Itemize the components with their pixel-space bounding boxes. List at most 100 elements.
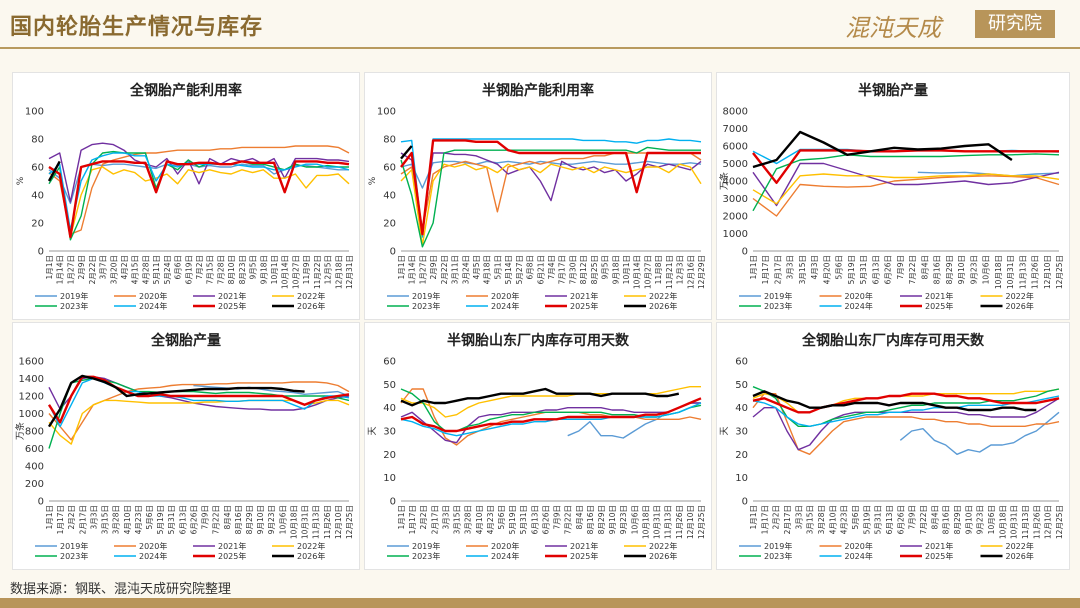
- legend-label: 2026年: [649, 551, 677, 561]
- legend-label: 2026年: [649, 301, 677, 311]
- x-tick-label: 3月28日: [464, 505, 473, 534]
- x-tick-label: 7月15日: [206, 255, 215, 284]
- x-tick-label: 6月13日: [885, 505, 894, 534]
- x-tick-label: 2月17日: [783, 505, 792, 534]
- legend-label: 2024年: [139, 551, 167, 561]
- x-tick-label: 10月14日: [633, 255, 642, 289]
- y-axis-label: 万条: [14, 422, 26, 440]
- series-line-2024: [48, 152, 350, 231]
- y-axis-label: 天: [368, 426, 378, 435]
- x-tick-label: 6月13日: [871, 255, 880, 284]
- x-tick-label: 11月22日: [313, 255, 322, 289]
- x-tick-label: 7月22日: [564, 505, 573, 534]
- y-tick-label: 80: [383, 135, 396, 146]
- x-tick-label: 10月31日: [1006, 255, 1015, 289]
- y-tick-label: 1000: [19, 409, 44, 420]
- x-tick-label: 6月19日: [184, 255, 193, 284]
- series-line-2026: [47, 374, 305, 428]
- x-tick-label: 4月10日: [123, 505, 132, 534]
- y-tick-label: 10: [735, 473, 748, 484]
- legend-label: 2023年: [764, 551, 792, 561]
- chart-svg-3: 全钢胎产量 0 200 400 600 800 1000 1200 1400 1600 万条 1月1日…: [14, 332, 354, 561]
- x-tick-label: 3月15日: [798, 255, 807, 284]
- x-tick-label: 8月29日: [597, 505, 606, 534]
- x-tick-label: 6月21日: [536, 255, 545, 284]
- chart-title: 全钢胎产量: [150, 332, 221, 349]
- legend-label: 2025年: [218, 551, 246, 561]
- legend-label: 2026年: [297, 551, 325, 561]
- y-tick-label: 20: [735, 450, 748, 461]
- x-tick-label: 9月10日: [964, 505, 973, 534]
- x-tick-label: 5月31日: [874, 505, 883, 534]
- legend-label: 2024年: [845, 551, 873, 561]
- x-tick-label: 8月25日: [590, 255, 599, 284]
- x-tick-label: 4月23日: [486, 505, 495, 534]
- legend-label: 2020年: [845, 291, 873, 301]
- x-tick-label: 5月31日: [859, 255, 868, 284]
- x-tick-label: 6月26日: [189, 505, 198, 534]
- x-tick-label: 2月17日: [773, 255, 782, 284]
- legend-label: 2019年: [764, 541, 792, 551]
- x-tick-label: 12月10日: [1044, 505, 1053, 539]
- x-tick-label: 3月3日: [441, 505, 450, 530]
- x-tick-label: 10月14日: [281, 255, 290, 289]
- x-tick-label: 6月13日: [530, 505, 539, 534]
- y-tick-label: 1000: [723, 229, 748, 240]
- x-tick-label: 10月31日: [653, 505, 662, 539]
- x-tick-label: 1月1日: [45, 255, 54, 280]
- series-line-2021: [400, 152, 702, 231]
- legend-label: 2019年: [60, 291, 88, 301]
- legend-label: 2025年: [925, 301, 953, 311]
- y-tick-label: 60: [31, 163, 44, 174]
- x-tick-label: 8月10日: [227, 255, 236, 284]
- y-axis-label: 天: [720, 426, 730, 435]
- x-tick-label: 1月27日: [66, 255, 75, 284]
- x-tick-label: 5月6日: [851, 505, 860, 530]
- y-axis-label: %: [16, 176, 26, 185]
- x-tick-label: 9月10日: [608, 505, 617, 534]
- chart-svg-2: 半钢胎产量 0 1000 2000 3000 4000 5000 6000 7000 8000 万条…: [718, 82, 1064, 311]
- x-tick-label: 10月1日: [622, 255, 631, 284]
- x-tick-label: 11月13日: [664, 505, 673, 539]
- x-tick-label: 1月17日: [56, 505, 65, 534]
- y-tick-label: 40: [383, 403, 396, 414]
- x-tick-label: 1月1日: [749, 505, 758, 530]
- x-tick-label: 7月30日: [568, 255, 577, 284]
- legend-label: 2022年: [649, 541, 677, 551]
- legend-label: 2023年: [412, 551, 440, 561]
- x-tick-label: 6月26日: [896, 505, 905, 534]
- x-tick-label: 10月18日: [998, 505, 1007, 539]
- x-tick-label: 11月21日: [665, 255, 674, 289]
- series-line-2025: [400, 397, 702, 433]
- y-tick-label: 7000: [723, 124, 748, 135]
- x-tick-label: 5月6日: [835, 255, 844, 280]
- x-tick-label: 9月23日: [969, 255, 978, 284]
- x-tick-label: 2月9日: [77, 255, 86, 280]
- x-tick-label: 12月25日: [1055, 505, 1064, 539]
- series-line-2023: [752, 153, 1060, 212]
- x-tick-label: 7月2日: [195, 255, 204, 280]
- y-tick-label: 400: [25, 462, 44, 473]
- chart-title: 半钢胎产能利用率: [482, 82, 594, 99]
- x-tick-label: 9月5日: [249, 255, 258, 280]
- series-line-2022: [400, 163, 702, 247]
- chart-title: 全钢胎山东厂内库存可用天数: [801, 332, 985, 349]
- y-tick-label: 2000: [723, 212, 748, 223]
- legend-label: 2022年: [649, 291, 677, 301]
- y-tick-label: 0: [390, 497, 396, 508]
- x-tick-label: 5月31日: [167, 505, 176, 534]
- legend-label: 2026年: [1006, 301, 1034, 311]
- x-tick-label: 3月3日: [794, 505, 803, 530]
- y-tick-label: 10: [383, 473, 396, 484]
- x-tick-label: 1月1日: [749, 255, 758, 280]
- x-tick-label: 10月27日: [643, 255, 652, 289]
- x-tick-label: 7月4日: [547, 255, 556, 280]
- x-tick-label: 12月25日: [1055, 255, 1064, 289]
- x-tick-label: 5月6日: [497, 505, 506, 530]
- x-tick-label: 5月6日: [145, 505, 154, 530]
- x-tick-label: 10月18日: [289, 505, 298, 539]
- x-tick-label: 4月18日: [483, 255, 492, 284]
- x-tick-label: 2月2日: [67, 505, 76, 530]
- x-tick-label: 6月26日: [884, 255, 893, 284]
- legend-label: 2021年: [925, 291, 953, 301]
